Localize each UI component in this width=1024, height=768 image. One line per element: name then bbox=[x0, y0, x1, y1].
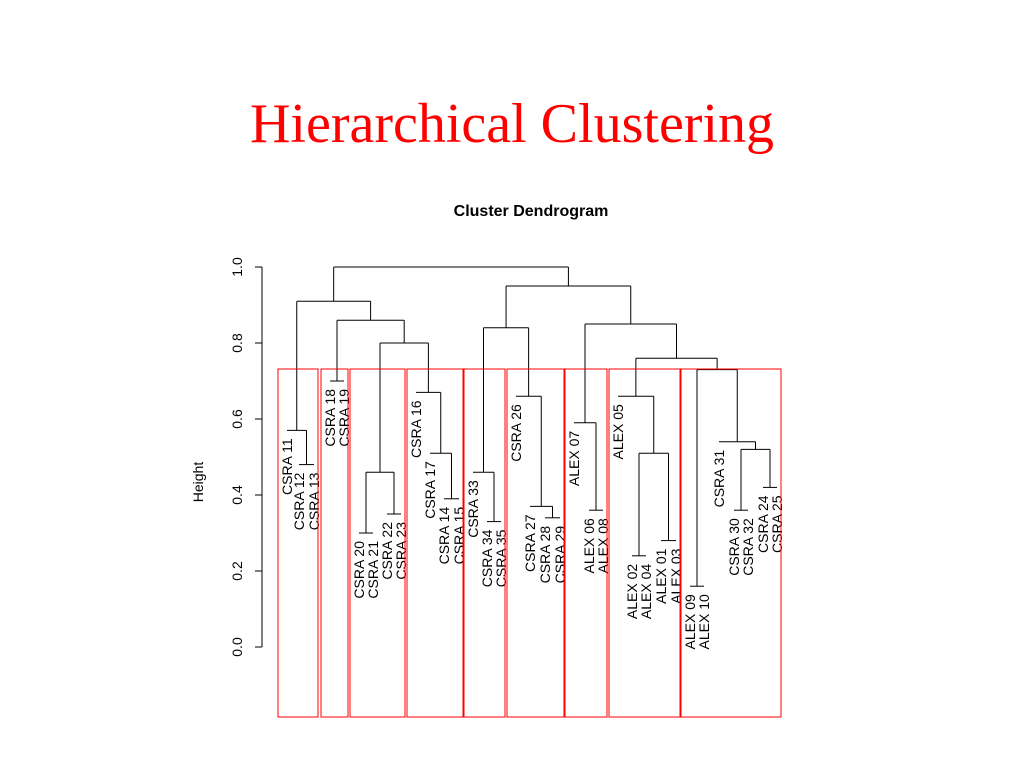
leaf-label: ALEX 01 bbox=[653, 548, 669, 603]
leaf-label: CSRA 20 bbox=[351, 541, 367, 599]
cluster-boxes bbox=[277, 368, 782, 718]
leaf-label: CSRA 21 bbox=[365, 541, 381, 599]
leaf-label: ALEX 07 bbox=[566, 431, 582, 486]
slide-title: Hierarchical Clustering bbox=[249, 93, 774, 155]
cluster-box bbox=[349, 368, 406, 718]
cluster-box bbox=[608, 368, 681, 718]
cluster-box bbox=[564, 368, 608, 718]
y-tick-label: 0.8 bbox=[229, 333, 245, 353]
y-tick-label: 0.0 bbox=[229, 637, 245, 657]
leaf-label: CSRA 24 bbox=[755, 495, 771, 553]
leaf-label: ALEX 02 bbox=[624, 564, 640, 619]
cluster-box bbox=[277, 368, 319, 718]
leaf-label: CSRA 17 bbox=[422, 461, 438, 519]
y-tick-label: 0.2 bbox=[229, 561, 245, 581]
leaf-label: CSRA 27 bbox=[522, 514, 538, 572]
leaf-label: CSRA 12 bbox=[291, 472, 307, 530]
cluster-box bbox=[506, 368, 565, 718]
leaf-label: CSRA 31 bbox=[711, 450, 727, 508]
chart-title: Cluster Dendrogram bbox=[454, 203, 609, 220]
leaf-label: ALEX 04 bbox=[638, 564, 654, 619]
y-tick-label: 1.0 bbox=[229, 257, 245, 277]
leaf-label: CSRA 14 bbox=[436, 507, 452, 565]
leaf-label: CSRA 18 bbox=[322, 389, 338, 447]
cluster-box bbox=[680, 368, 782, 718]
leaf-label: CSRA 34 bbox=[479, 529, 495, 587]
leaf-label: CSRA 29 bbox=[552, 526, 568, 584]
y-tick-label: 0.4 bbox=[229, 485, 245, 505]
y-axis-label: Height bbox=[190, 462, 206, 503]
leaf-label: ALEX 09 bbox=[682, 594, 698, 649]
leaf-label: ALEX 10 bbox=[696, 594, 712, 649]
leaf-label: CSRA 30 bbox=[726, 518, 742, 576]
cluster-box bbox=[463, 368, 506, 718]
leaf-label: CSRA 22 bbox=[379, 522, 395, 580]
leaf-label: CSRA 16 bbox=[408, 400, 424, 458]
leaf-label: ALEX 05 bbox=[610, 404, 626, 459]
y-tick-label: 0.6 bbox=[229, 409, 245, 429]
leaf-label: CSRA 25 bbox=[769, 495, 785, 553]
leaf-label: CSRA 26 bbox=[508, 404, 524, 462]
leaf-label: CSRA 28 bbox=[537, 526, 553, 584]
cluster-box bbox=[320, 368, 349, 718]
cluster-box bbox=[406, 368, 464, 718]
leaf-label: CSRA 11 bbox=[279, 438, 295, 495]
leaf-label: ALEX 06 bbox=[581, 518, 597, 573]
leaf-label: CSRA 13 bbox=[306, 472, 322, 530]
leaf-label: CSRA 32 bbox=[740, 518, 756, 576]
leaf-label: CSRA 33 bbox=[465, 480, 481, 538]
y-axis: 0.0 0.2 0.4 0.6 0.8 1.0 bbox=[229, 257, 263, 657]
dendrogram-tree bbox=[287, 266, 777, 587]
